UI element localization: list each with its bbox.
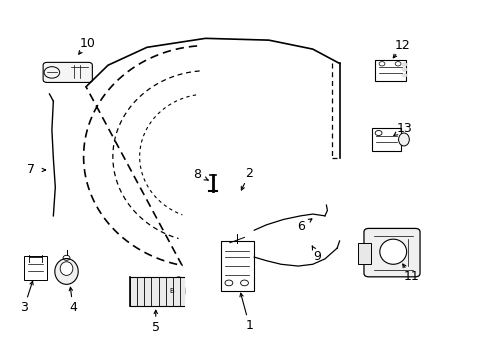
FancyBboxPatch shape [371,129,400,151]
FancyBboxPatch shape [357,243,370,264]
Text: 1: 1 [245,319,253,332]
Text: 11: 11 [403,270,418,283]
Text: 8: 8 [192,168,200,181]
Ellipse shape [172,277,184,306]
Text: 7: 7 [27,163,35,176]
Text: B: B [169,288,173,294]
Text: 12: 12 [394,39,410,52]
Text: 6: 6 [296,220,304,233]
Ellipse shape [379,239,406,264]
Text: 9: 9 [313,249,321,262]
FancyBboxPatch shape [374,60,405,81]
Circle shape [401,68,406,71]
Text: 13: 13 [396,122,411,135]
Circle shape [401,63,406,66]
Text: 10: 10 [80,36,95,50]
FancyBboxPatch shape [23,256,47,280]
Ellipse shape [55,258,78,284]
FancyBboxPatch shape [43,62,92,82]
Ellipse shape [60,262,73,275]
Text: 5: 5 [151,320,160,333]
Text: 2: 2 [245,167,253,180]
FancyBboxPatch shape [220,241,253,291]
Text: 4: 4 [69,301,77,314]
Text: 3: 3 [20,301,28,314]
Ellipse shape [398,133,408,146]
Circle shape [401,73,406,77]
FancyBboxPatch shape [363,228,419,277]
